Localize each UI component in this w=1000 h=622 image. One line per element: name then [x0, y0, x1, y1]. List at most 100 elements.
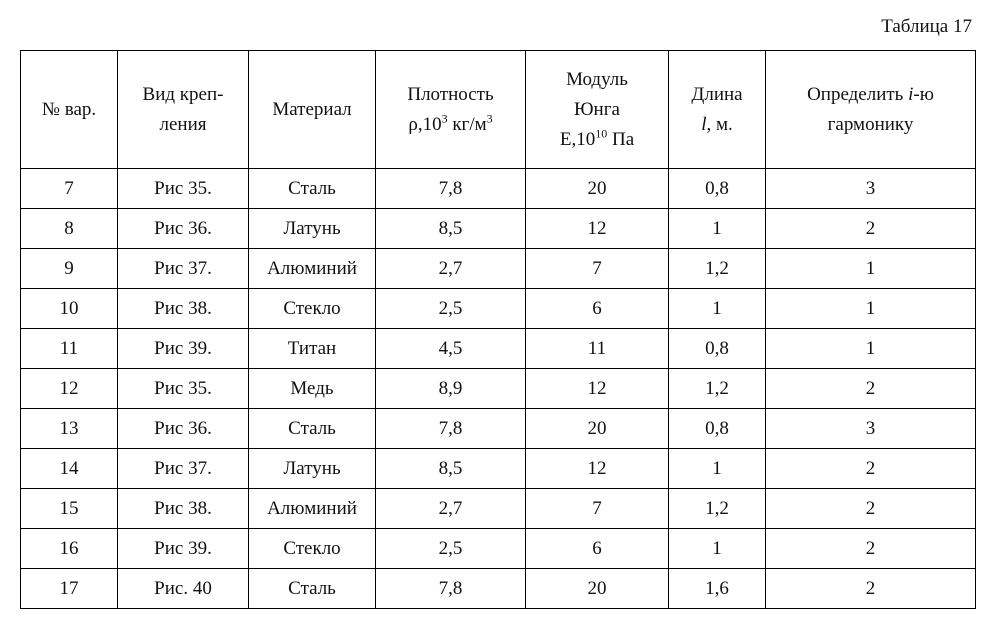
table-cell: Рис 38. — [117, 488, 249, 529]
table-cell: Сталь — [248, 408, 376, 449]
table-row: 11 Рис 39. Титан 4,5 11 0,8 1 — [20, 328, 976, 369]
table-row: 16 Рис 39. Стекло 2,5 6 1 2 — [20, 528, 976, 569]
header-cell: Материал — [248, 50, 376, 169]
header-sup: 10 — [595, 126, 608, 141]
table-cell: Алюминий — [248, 488, 376, 529]
table-cell: Рис 37. — [117, 448, 249, 489]
table-cell: 2 — [765, 488, 976, 529]
table-cell: Рис 39. — [117, 528, 249, 569]
table-cell: 1 — [668, 528, 766, 569]
table-cell: 7 — [525, 488, 669, 529]
header-row: № вар. Вид креп-ления Материал Плотность… — [20, 50, 976, 169]
table-cell: Рис 35. — [117, 168, 249, 209]
header-cell: № вар. — [20, 50, 118, 169]
table-cell: 2,5 — [375, 288, 526, 329]
table-cell: Рис 39. — [117, 328, 249, 369]
table-cell: 20 — [525, 168, 669, 209]
table-cell: 4,5 — [375, 328, 526, 369]
header-text: кг/м — [447, 113, 487, 135]
table-cell: 1,2 — [668, 248, 766, 289]
table-cell: 8,9 — [375, 368, 526, 409]
table-cell: 7,8 — [375, 408, 526, 449]
table-cell: Рис 37. — [117, 248, 249, 289]
header-text: Определить — [807, 83, 909, 105]
table-cell: 7 — [20, 168, 118, 209]
table-cell: 8,5 — [375, 208, 526, 249]
table-cell: Титан — [248, 328, 376, 369]
table-row: 14 Рис 37. Латунь 8,5 12 1 2 — [20, 448, 976, 489]
table-cell: 6 — [525, 528, 669, 569]
table-cell: 10 — [20, 288, 118, 329]
table-cell: Рис 36. — [117, 408, 249, 449]
table-cell: Сталь — [248, 168, 376, 209]
table-cell: Рис 38. — [117, 288, 249, 329]
table-cell: 8,5 — [375, 448, 526, 489]
header-text: Плотность — [407, 83, 494, 105]
table-cell: 16 — [20, 528, 118, 569]
table-cell: 2 — [765, 528, 976, 569]
table-cell: 1 — [668, 288, 766, 329]
table-cell: 3 — [765, 408, 976, 449]
header-text: -ю — [913, 83, 934, 105]
table-row: 9 Рис 37. Алюминий 2,7 7 1,2 1 — [20, 248, 976, 289]
table-cell: 11 — [20, 328, 118, 369]
table-cell: 2 — [765, 368, 976, 409]
table-cell: 2,7 — [375, 248, 526, 289]
table-cell: 1,6 — [668, 568, 766, 609]
table-cell: Рис 35. — [117, 368, 249, 409]
header-text: Юнга — [574, 98, 620, 120]
table-row: 10 Рис 38. Стекло 2,5 6 1 1 — [20, 288, 976, 329]
table-cell: 13 — [20, 408, 118, 449]
table-cell: Стекло — [248, 288, 376, 329]
table-cell: 1 — [765, 248, 976, 289]
header-cell: Плотность ρ,103 кг/м3 — [375, 50, 526, 169]
table-cell: 17 — [20, 568, 118, 609]
table-cell: Рис 36. — [117, 208, 249, 249]
header-text: ления — [159, 113, 207, 135]
table-cell: 7,8 — [375, 568, 526, 609]
table-cell: Медь — [248, 368, 376, 409]
table-cell: 1 — [668, 208, 766, 249]
table-cell: 6 — [525, 288, 669, 329]
table-cell: 9 — [20, 248, 118, 289]
table-caption: Таблица 17 — [881, 16, 972, 37]
table-cell: Сталь — [248, 568, 376, 609]
header-cell: Вид креп-ления — [117, 50, 249, 169]
table-cell: 7 — [525, 248, 669, 289]
table-cell: 20 — [525, 568, 669, 609]
header-text: гармонику — [827, 113, 914, 135]
table-cell: 15 — [20, 488, 118, 529]
table-cell: 1 — [765, 288, 976, 329]
table-cell: 2,7 — [375, 488, 526, 529]
table-cell: 14 — [20, 448, 118, 489]
header-text: Модуль — [566, 68, 628, 90]
table-cell: 3 — [765, 168, 976, 209]
table-cell: 1 — [765, 328, 976, 369]
table-cell: 2 — [765, 448, 976, 489]
table-cell: 1 — [668, 448, 766, 489]
table-cell: 1,2 — [668, 368, 766, 409]
header-text: Па — [607, 128, 635, 150]
table-cell: 2 — [765, 568, 976, 609]
table-cell: 2,5 — [375, 528, 526, 569]
table-cell: 0,8 — [668, 168, 766, 209]
table-cell: Стекло — [248, 528, 376, 569]
header-text: № вар. — [41, 98, 97, 120]
table-cell: 12 — [20, 368, 118, 409]
header-italic: l — [701, 113, 707, 135]
table-cell: 12 — [525, 208, 669, 249]
table-row: 7 Рис 35. Сталь 7,8 20 0,8 3 — [20, 168, 976, 209]
table-cell: 11 — [525, 328, 669, 369]
table-cell: 8 — [20, 208, 118, 249]
header-text: Длина — [691, 83, 743, 105]
table-row: 15 Рис 38. Алюминий 2,7 7 1,2 2 — [20, 488, 976, 529]
table-cell: Рис. 40 — [117, 568, 249, 609]
header-sup: 3 — [486, 111, 493, 126]
header-cell: Модуль Юнга E,1010 Па — [525, 50, 669, 169]
table-cell: 12 — [525, 448, 669, 489]
header-text: Вид креп- — [142, 83, 224, 105]
data-table: № вар. Вид креп-ления Материал Плотность… — [20, 50, 976, 609]
table-cell: 0,8 — [668, 328, 766, 369]
table-cell: 2 — [765, 208, 976, 249]
